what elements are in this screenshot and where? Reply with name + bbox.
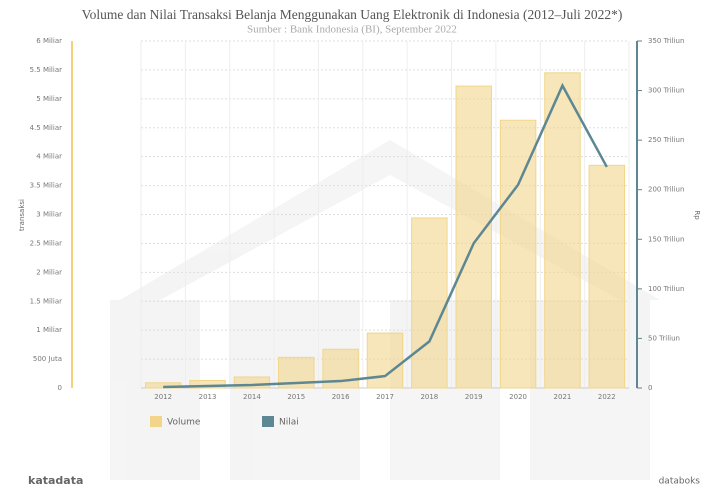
y2-tick-label: 50 Triliun [648, 334, 680, 342]
y2-tick-label: 350 Triliun [648, 37, 684, 45]
x-tick-label: 2012 [154, 393, 172, 401]
brand-right: databoks [659, 477, 701, 487]
x-tick-label: 2019 [465, 393, 483, 401]
y2-axis-label: Rp [693, 210, 701, 220]
y2-tick-label: 100 Triliun [648, 285, 684, 293]
y-tick-label: 3 Miliar [36, 211, 62, 219]
bar [233, 376, 271, 389]
y2-tick-label: 250 Triliun [648, 136, 684, 144]
y-tick-label: 2 Miliar [36, 268, 62, 276]
y-tick-label: 2.5 Miliar [30, 239, 63, 247]
y-tick-label: 6 Miliar [36, 37, 62, 45]
bar [544, 72, 581, 389]
y-tick-label: 3.5 Miliar [30, 182, 63, 190]
y-tick-label: 1 Miliar [36, 326, 62, 334]
y-tick-label: 5 Miliar [36, 95, 62, 103]
y-tick-label: 0 [58, 384, 62, 392]
bar [366, 332, 404, 389]
x-tick-label: 2016 [332, 393, 350, 401]
y-tick-label: 4 Miliar [36, 153, 62, 161]
x-tick-label: 2015 [287, 393, 305, 401]
x-tick-label: 2020 [509, 393, 527, 401]
chart-title: Volume dan Nilai Transaksi Belanja Mengg… [82, 7, 623, 22]
x-tick-label: 2022 [598, 393, 616, 401]
x-tick-label: 2021 [554, 393, 572, 401]
bar [499, 119, 537, 389]
x-tick-label: 2014 [243, 393, 261, 401]
y-tick-label: 500 Juta [33, 355, 62, 363]
brand-left: katadata [28, 474, 83, 487]
bar [455, 85, 492, 389]
y-axis-label: transaksi [18, 199, 26, 231]
y2-tick-label: 300 Triliun [648, 87, 684, 95]
x-tick-label: 2017 [376, 393, 394, 401]
y2-tick-label: 150 Triliun [648, 235, 684, 243]
y-tick-label: 1.5 Miliar [30, 297, 63, 305]
y-tick-label: 4.5 Miliar [30, 124, 63, 132]
bar [411, 217, 448, 389]
bar [189, 379, 226, 389]
legend-label: Nilai [279, 418, 299, 428]
chart-subtitle: Sumber : Bank Indonesia (BI), September … [247, 24, 457, 36]
y2-tick-label: 0 [648, 384, 652, 392]
legend-swatch [150, 416, 162, 427]
legend-swatch [262, 416, 274, 427]
x-tick-label: 2018 [420, 393, 438, 401]
y-tick-label: 5.5 Miliar [30, 66, 63, 74]
x-tick-label: 2013 [199, 393, 217, 401]
bar [588, 164, 626, 389]
y2-tick-label: 200 Triliun [648, 186, 684, 194]
legend-label: Volume [167, 418, 201, 428]
line [163, 82, 608, 389]
